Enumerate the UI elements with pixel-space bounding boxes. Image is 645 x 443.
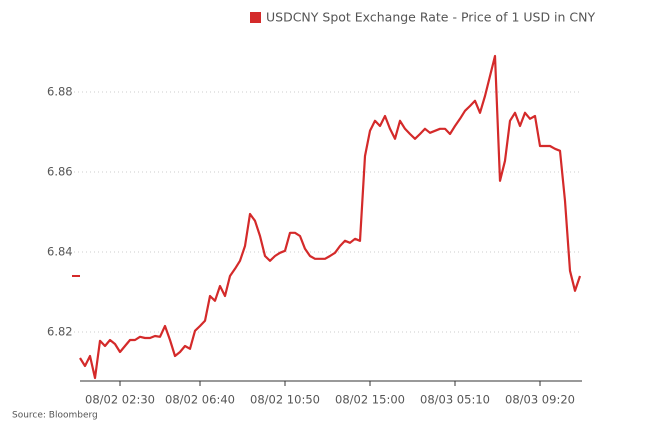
y-tick-label: 6.86 (47, 165, 73, 179)
y-tick-label: 6.82 (47, 325, 73, 339)
source: Source: Bloomberg (12, 411, 98, 421)
legend-swatch (250, 12, 261, 23)
series-line (79, 54, 582, 380)
x-tick-label: 08/03 09:20 (505, 393, 575, 407)
y-tick-label: 6.88 (47, 85, 73, 99)
x-tick-label: 08/02 10:50 (250, 393, 320, 407)
x-tick-label: 08/02 02:30 (85, 393, 155, 407)
legend-label: USDCNY Spot Exchange Rate - Price of 1 U… (266, 10, 596, 25)
x-tick-label: 08/02 15:00 (335, 393, 405, 407)
y-tick-label: 6.84 (47, 245, 73, 259)
x-tick-label: 08/03 05:10 (420, 393, 490, 407)
x-tick-label: 08/02 06:40 (165, 393, 235, 407)
